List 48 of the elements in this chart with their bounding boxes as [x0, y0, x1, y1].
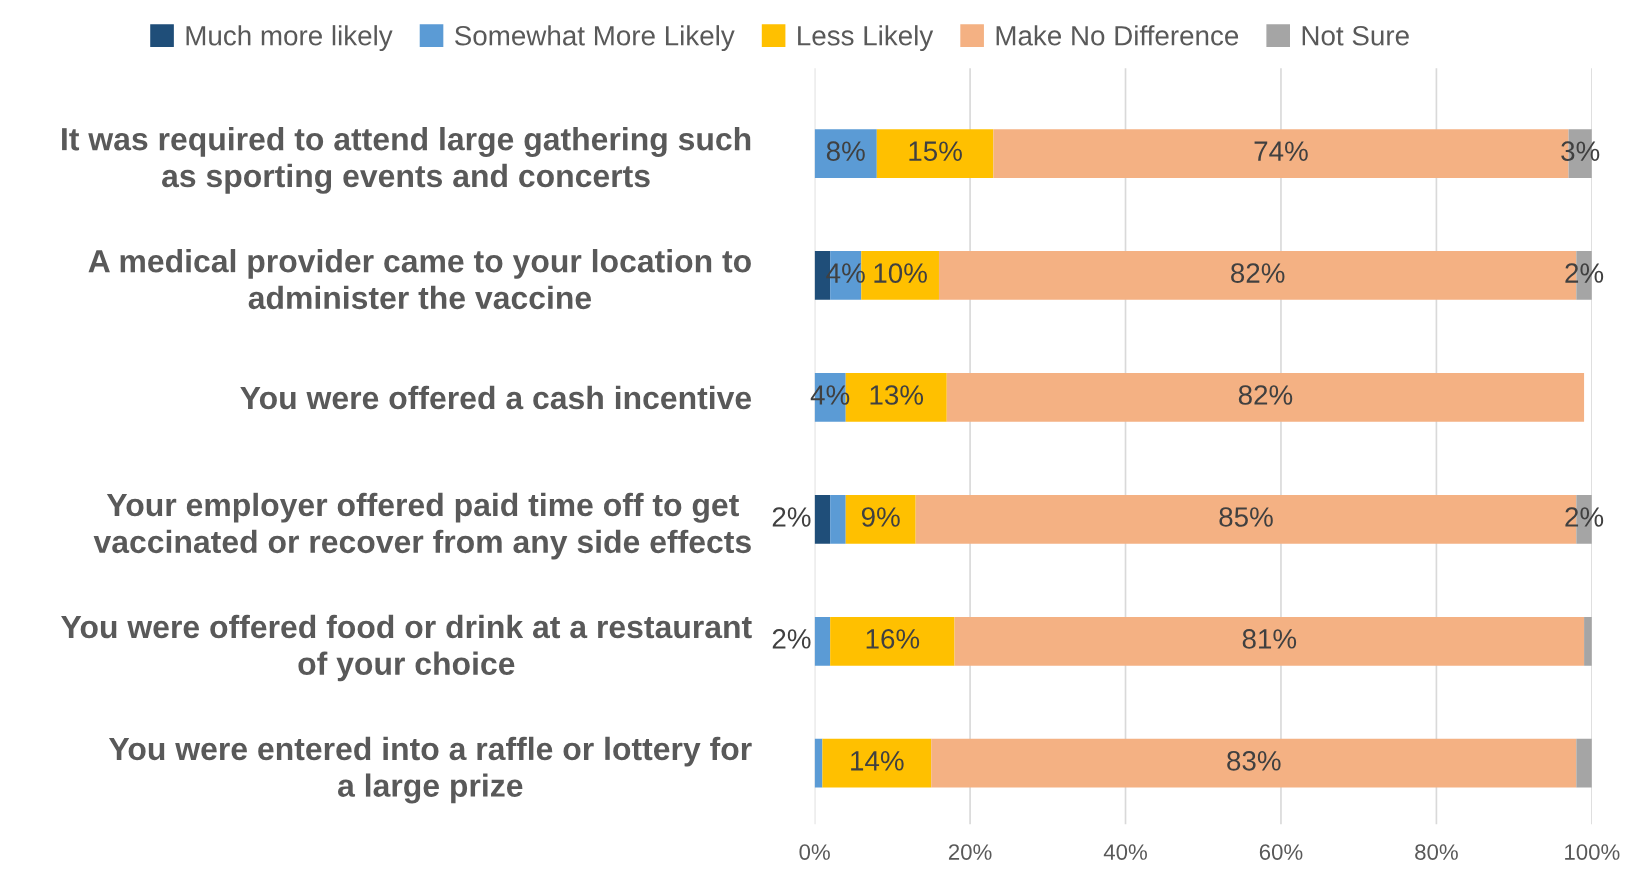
legend-label: Somewhat More Likely — [455, 25, 735, 52]
data-label: 9% — [861, 507, 900, 527]
bar — [954, 616, 1585, 666]
y-tick-label: It was required to attend large gathering such as sporting events and concerts — [62, 126, 751, 194]
x-tick-label: 80% — [1415, 844, 1458, 860]
legend-label: Not Sure — [1302, 25, 1409, 46]
legend-label: Make No Difference — [996, 25, 1239, 46]
data-label: 8% — [826, 141, 865, 161]
data-label: 13% — [870, 385, 924, 405]
bar — [830, 616, 955, 666]
data-label: 82% — [1238, 385, 1293, 405]
bar — [814, 494, 831, 544]
data-label: 81% — [1242, 629, 1297, 649]
y-tick-label: You were offered a cash incentive — [240, 385, 752, 410]
y-tick-label: A medical provider came to your location to administer the vaccine — [88, 249, 751, 310]
x-tick-label: 40% — [1103, 844, 1147, 860]
data-label: 83% — [1227, 751, 1281, 771]
legend-label: Much more likely — [186, 25, 393, 52]
data-label: 74% — [1254, 141, 1308, 161]
x-tick-label: 60% — [1259, 844, 1303, 860]
bar — [814, 129, 877, 178]
data-label: 14% — [851, 751, 904, 771]
data-label: 2% — [772, 629, 811, 649]
y-tick-label: Your employer offered paid time off to get vaccinated or recover from any side effects — [93, 492, 751, 560]
data-label: 10% — [874, 263, 927, 283]
data-label: 2% — [1565, 263, 1604, 283]
y-tick-label: You were offered food or drink at a restaurant of your choice — [61, 614, 752, 682]
data-label: 2% — [1565, 507, 1604, 527]
data-label: 82% — [1231, 263, 1285, 283]
y-tick-label: You were entered into a raffle or lottery for a large prize — [108, 736, 752, 804]
x-tick-label: 20% — [948, 844, 992, 860]
bar — [876, 129, 994, 178]
data-label: 15% — [909, 141, 962, 161]
bar — [946, 373, 1585, 422]
bar — [830, 494, 846, 544]
bar — [1576, 738, 1592, 788]
bar — [822, 738, 932, 788]
legend-label: Less Likely — [798, 25, 934, 52]
data-label: 85% — [1219, 507, 1273, 527]
bar — [1584, 616, 1592, 666]
bar — [931, 738, 1577, 788]
data-label: 2% — [772, 507, 811, 527]
bar — [845, 494, 916, 544]
bar — [814, 616, 831, 666]
x-tick-label: 0% — [799, 844, 830, 860]
data-label: 16% — [866, 629, 920, 649]
x-tick-label: 100% — [1565, 844, 1620, 860]
bar — [814, 738, 823, 788]
